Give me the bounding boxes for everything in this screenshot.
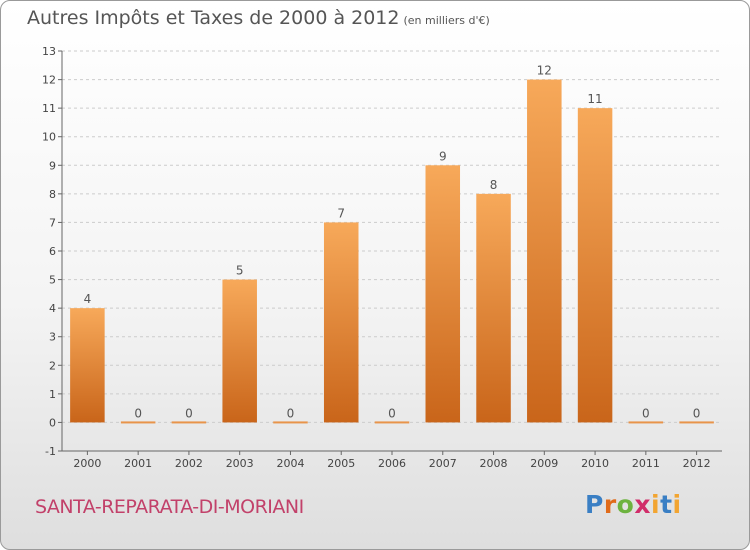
- y-tick-label: 2: [49, 359, 56, 372]
- y-tick-label: 1: [49, 388, 56, 401]
- x-tick-label: 2003: [226, 457, 254, 470]
- bar: [273, 421, 308, 424]
- y-tick-label: 6: [49, 245, 56, 258]
- x-tick-label: 2009: [530, 457, 558, 470]
- y-tick-label: 0: [49, 416, 56, 429]
- unit-label: (en milliers d'€): [403, 14, 490, 27]
- y-tick-label: 4: [49, 302, 56, 315]
- x-tick-label: 2010: [581, 457, 609, 470]
- bar: [171, 421, 207, 424]
- x-tick-label: 2001: [124, 457, 152, 470]
- data-label: 0: [185, 406, 193, 420]
- axes: [58, 50, 722, 455]
- x-tick-label: 2008: [480, 457, 508, 470]
- bar: [374, 421, 410, 424]
- grid-lines: [62, 50, 722, 452]
- x-tick-label: 2006: [378, 457, 406, 470]
- x-tick-label: 2002: [175, 457, 203, 470]
- data-label: 0: [642, 406, 650, 420]
- y-tick-label: 9: [49, 159, 56, 172]
- x-tick-label: 2000: [73, 457, 101, 470]
- bar: [679, 421, 714, 424]
- bar: [476, 193, 511, 423]
- bar: [222, 279, 257, 423]
- data-label: 5: [236, 264, 244, 278]
- data-label: 0: [693, 406, 701, 420]
- proxiti-logo: Proxiti: [585, 490, 682, 519]
- chart-title: Autres Impôts et Taxes de 2000 à 2012 (en…: [27, 7, 490, 29]
- y-tick-label: -1: [45, 445, 56, 458]
- bar: [70, 308, 105, 423]
- data-label: 7: [337, 206, 345, 220]
- y-tick-label: 10: [42, 131, 56, 144]
- commune-name: SANTA-REPARATA-DI-MORIANI: [35, 496, 304, 518]
- x-tick-label: 2012: [683, 457, 711, 470]
- y-tick-label: 3: [49, 331, 56, 344]
- bar: [425, 165, 461, 423]
- data-label: 12: [537, 64, 552, 78]
- bar: [323, 222, 359, 423]
- labels: -101234567891011121342000020010200252003…: [42, 45, 711, 470]
- y-tick-label: 7: [49, 216, 56, 229]
- bar: [527, 79, 562, 423]
- data-label: 8: [490, 178, 498, 192]
- data-label: 0: [134, 406, 142, 420]
- bar: [577, 108, 613, 423]
- bar: [628, 421, 664, 424]
- y-tick-label: 5: [49, 274, 56, 287]
- y-tick-label: 13: [42, 45, 56, 58]
- x-tick-label: 2005: [327, 457, 355, 470]
- y-tick-label: 11: [42, 102, 56, 115]
- title-text: Autres Impôts et Taxes de 2000 à 2012: [27, 7, 400, 29]
- data-label: 4: [84, 292, 92, 306]
- bar: [120, 421, 156, 424]
- data-label: 9: [439, 149, 447, 163]
- data-label: 11: [587, 92, 602, 106]
- data-label: 0: [287, 406, 295, 420]
- x-tick-label: 2004: [276, 457, 304, 470]
- x-tick-label: 2007: [429, 457, 457, 470]
- y-tick-label: 8: [49, 188, 56, 201]
- data-label: 0: [388, 406, 396, 420]
- x-tick-label: 2011: [632, 457, 660, 470]
- y-tick-label: 12: [42, 74, 56, 87]
- bars: [70, 79, 714, 424]
